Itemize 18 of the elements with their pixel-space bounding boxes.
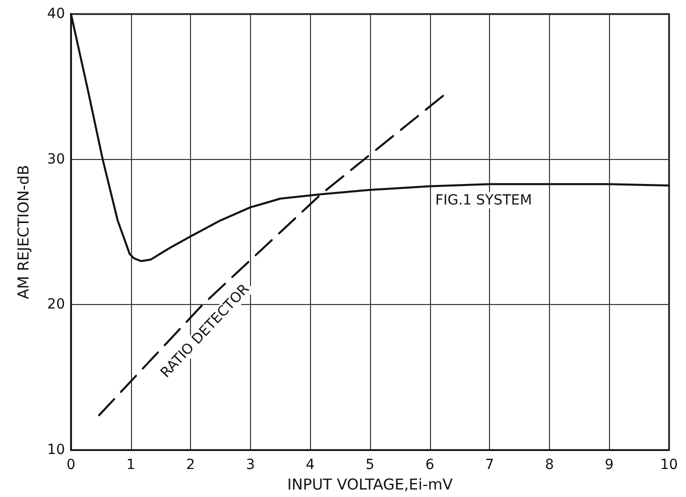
x-tick-label: 3 bbox=[246, 457, 255, 474]
series-label: FIG.1 SYSTEM bbox=[435, 192, 532, 208]
y-tick-label: 20 bbox=[47, 296, 65, 313]
y-axis-title: AM REJECTION-dB bbox=[14, 165, 32, 300]
y-tick-label: 10 bbox=[47, 442, 65, 458]
x-axis-title: INPUT VOLTAGE,Ei-mV bbox=[287, 476, 454, 494]
x-tick-label: 5 bbox=[366, 457, 374, 474]
x-tick-label: 10 bbox=[660, 457, 678, 474]
x-tick-label: 7 bbox=[485, 457, 494, 474]
x-tick-label: 6 bbox=[425, 457, 434, 474]
x-tick-label: 8 bbox=[544, 457, 554, 474]
x-tick-label: 9 bbox=[604, 457, 614, 474]
x-tick-label: 4 bbox=[306, 457, 315, 474]
y-tick-label: 30 bbox=[47, 151, 65, 168]
x-tick-label: 2 bbox=[186, 457, 196, 474]
y-tick-label: 40 bbox=[47, 6, 65, 22]
x-tick-label: 0 bbox=[66, 457, 76, 474]
x-tick-label: 1 bbox=[126, 457, 136, 474]
